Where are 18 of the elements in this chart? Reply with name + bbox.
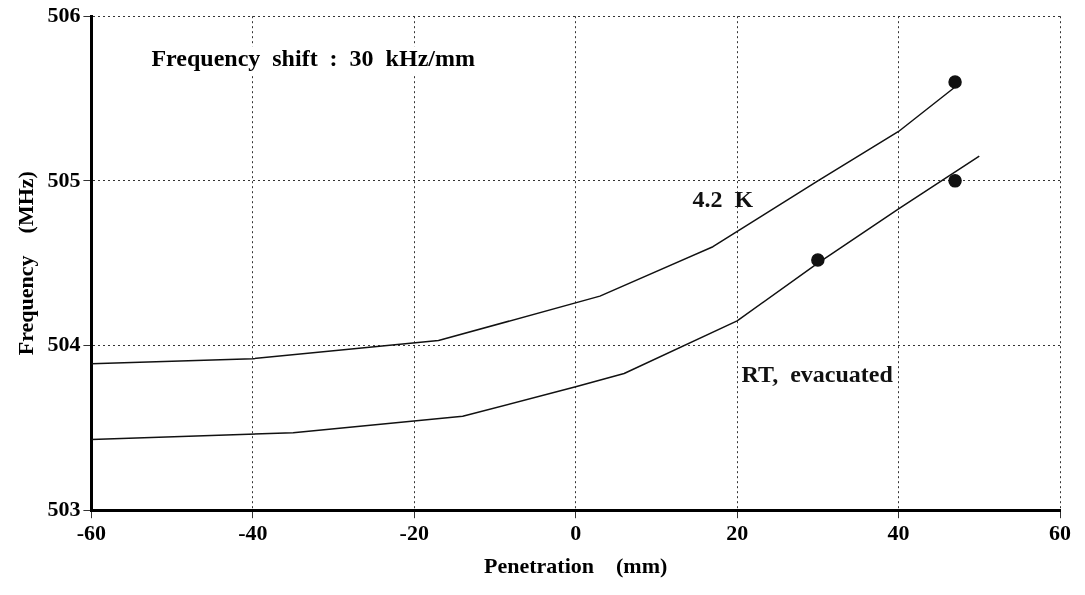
x-tick-label: 0 [570,520,582,546]
y-tick-label: 506 [47,1,81,27]
x-tick-label: 20 [726,520,749,546]
y-axis-title: Frequency (MHz) [12,171,38,356]
x-tick-label: -40 [238,520,268,546]
x-axis-title: Penetration (mm) [484,553,668,579]
x-tick-label: -60 [76,520,107,546]
y-tick-label: 503 [47,495,81,521]
point [948,174,962,188]
series-label: RT, evacuated [741,361,894,388]
y-tick-label: 504 [47,331,81,357]
annotation: Frequency shift : 30 kHz/mm [151,45,475,72]
x-tick-label: 40 [887,520,910,546]
x-tick-label: -20 [399,520,429,546]
y-tick-label: 505 [47,166,81,192]
point [948,75,962,89]
x-tick-label: 60 [1049,520,1071,546]
series-label: 4.2 K [692,186,754,213]
